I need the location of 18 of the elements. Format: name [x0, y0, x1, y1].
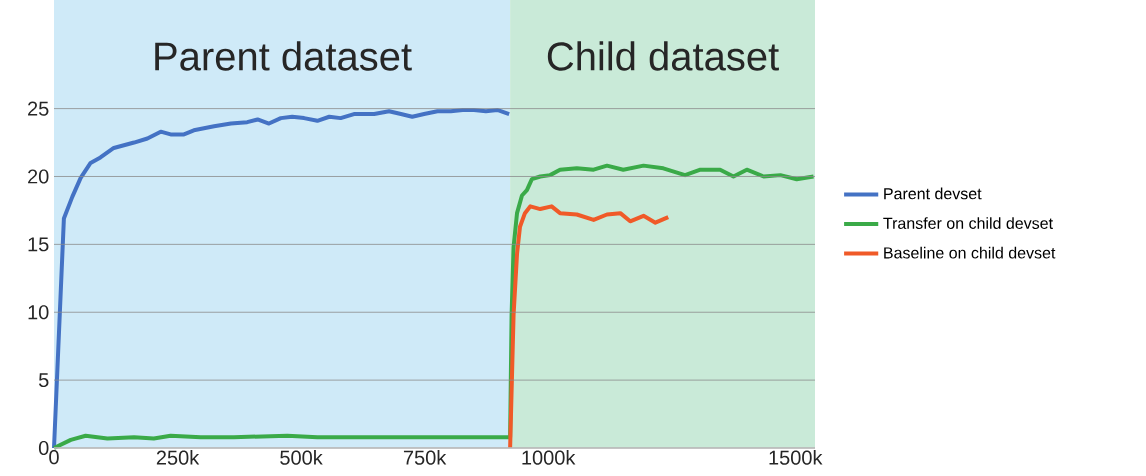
- y-tick-label: 20: [28, 169, 49, 184]
- legend-label: Parent devset: [884, 187, 982, 200]
- band-label: Parent dataset: [155, 41, 412, 71]
- y-tick-label: 5: [38, 373, 49, 388]
- line-series: [508, 204, 671, 450]
- x-tick-label: 250k: [156, 450, 200, 465]
- x-tick-label: 750k: [403, 450, 447, 465]
- band-label: Child dataset: [547, 41, 779, 71]
- x-tick-label: 0: [49, 450, 59, 465]
- legend-label: Baseline on child devset: [884, 246, 1056, 259]
- y-tick-label: 15: [28, 237, 49, 252]
- line-series: [52, 107, 512, 450]
- x-tick-label: 500k: [280, 450, 323, 465]
- y-tick-label: 10: [28, 305, 49, 320]
- y-tick-label: 25: [28, 101, 49, 116]
- x-tick-label: 1500k: [769, 450, 823, 465]
- legend-label: Transfer on child devset: [883, 217, 1053, 229]
- x-tick-label: 1000k: [522, 450, 576, 465]
